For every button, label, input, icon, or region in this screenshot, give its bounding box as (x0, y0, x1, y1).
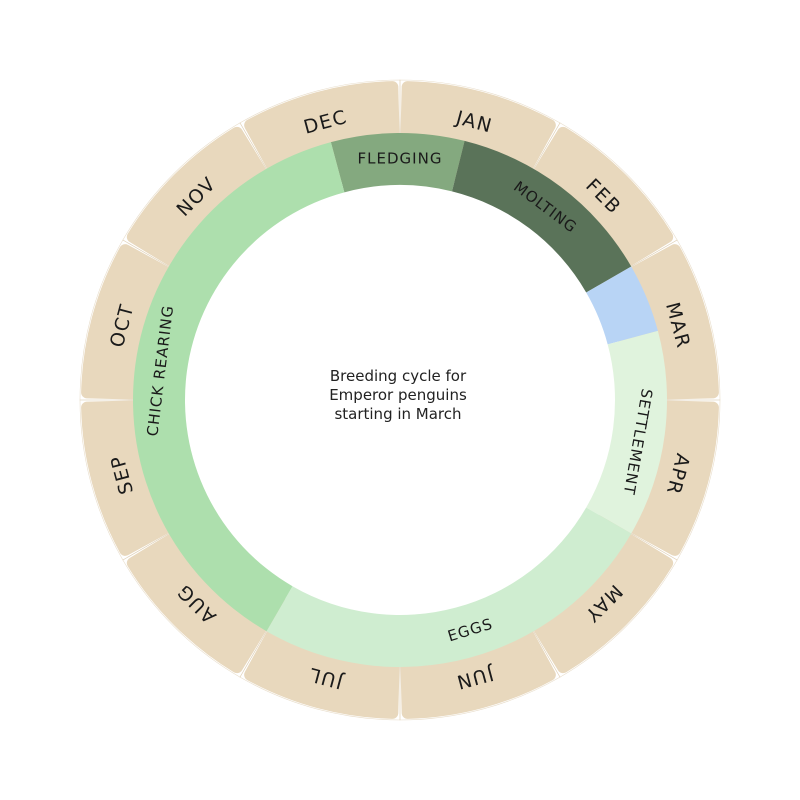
phase-segment (330, 133, 465, 193)
phase-segment (586, 266, 658, 345)
phase-label: FLEDGING (358, 150, 443, 168)
phase-segment (452, 140, 632, 293)
center-text: starting in March (334, 405, 461, 423)
center-text: Emperor penguins (329, 386, 467, 404)
phase-segment (133, 142, 345, 632)
phase-segment (586, 330, 667, 534)
center-text: Breeding cycle for (330, 367, 467, 385)
phase-segment (266, 507, 632, 667)
